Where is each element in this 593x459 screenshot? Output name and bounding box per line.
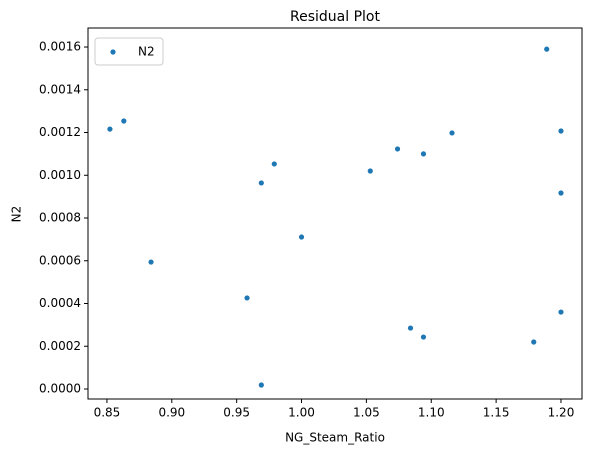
point [449, 130, 455, 136]
point [271, 161, 277, 167]
x-tick-label: 0.90 [158, 406, 185, 420]
y-axis-label: N2 [10, 206, 24, 223]
y-tick-label: 0.0004 [39, 296, 81, 310]
point [558, 309, 564, 315]
legend-marker [110, 49, 116, 55]
point [258, 382, 264, 388]
point [107, 126, 113, 132]
y-tick-label: 0.0002 [39, 339, 81, 353]
point [394, 146, 401, 152]
x-tick-label: 0.95 [223, 406, 250, 420]
point [544, 46, 550, 52]
y-tick-label: 0.0012 [39, 125, 81, 139]
y-tick-label: 0.0000 [39, 381, 81, 395]
point [531, 339, 537, 345]
x-tick-label: 0.85 [94, 406, 121, 420]
point [407, 325, 414, 331]
point [367, 168, 373, 174]
x-tick-label: 1.10 [418, 406, 445, 420]
point [298, 234, 305, 240]
point [121, 118, 127, 124]
x-axis-label: NG_Steam_Ratio [285, 431, 385, 445]
x-tick-label: 1.15 [483, 406, 510, 420]
y-tick-label: 0.0016 [39, 40, 81, 54]
point [244, 295, 250, 301]
point [558, 190, 564, 196]
legend-label: N2 [138, 45, 155, 59]
y-tick-label: 0.0010 [39, 168, 81, 182]
x-tick-label: 1.20 [548, 406, 575, 420]
legend-box [94, 37, 164, 66]
y-tick-label: 0.0014 [39, 82, 81, 96]
x-tick-label: 1.05 [353, 406, 380, 420]
plot-frame [87, 27, 583, 400]
y-tick-label: 0.0006 [39, 253, 81, 267]
point [420, 151, 427, 157]
x-tick-label: 1.00 [288, 406, 315, 420]
point [258, 180, 264, 186]
point [148, 259, 154, 265]
chart-title: Residual Plot [290, 9, 380, 25]
point [420, 334, 427, 340]
point [558, 128, 564, 134]
y-tick-label: 0.0008 [39, 211, 81, 225]
